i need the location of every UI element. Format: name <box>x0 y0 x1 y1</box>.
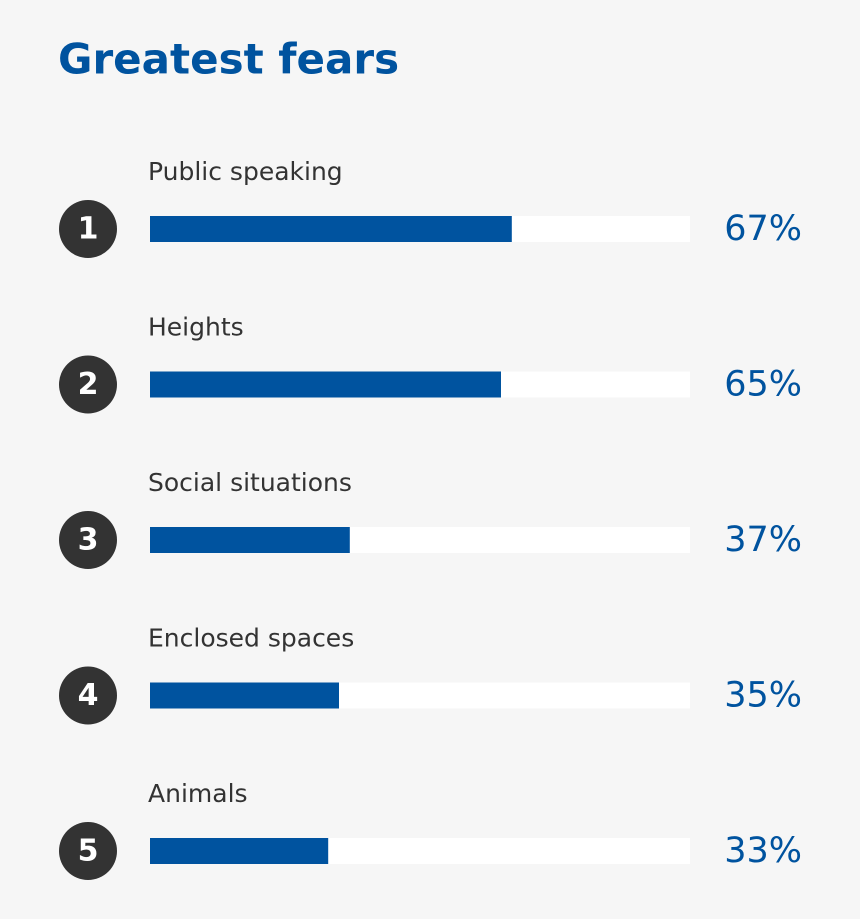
category-label: Enclosed spaces <box>148 624 354 653</box>
rank-badge <box>59 200 117 258</box>
rank-badge <box>59 511 117 569</box>
chart-title: Greatest fears <box>58 35 399 84</box>
value-label: 35% <box>724 676 802 716</box>
rank-badge <box>59 355 117 414</box>
value-label: 33% <box>724 831 802 871</box>
value-label: 37% <box>724 520 802 560</box>
category-label: Animals <box>148 779 248 808</box>
category-label: Social situations <box>148 468 352 497</box>
category-label: Public speaking <box>148 157 343 186</box>
bar <box>150 682 339 709</box>
bar <box>150 216 512 242</box>
value-label: 67% <box>724 209 802 249</box>
rank-number: 3 <box>78 523 99 558</box>
bar <box>150 838 329 864</box>
rank-number: 5 <box>78 834 99 869</box>
rank-number: 1 <box>78 212 99 247</box>
rank-badge <box>59 822 117 880</box>
value-label: 65% <box>724 365 802 405</box>
bar <box>150 527 350 553</box>
category-label: Heights <box>148 313 244 342</box>
bar <box>150 371 501 398</box>
rank-number: 4 <box>78 678 99 713</box>
rank-number: 2 <box>78 367 99 402</box>
rank-badge <box>59 666 117 725</box>
